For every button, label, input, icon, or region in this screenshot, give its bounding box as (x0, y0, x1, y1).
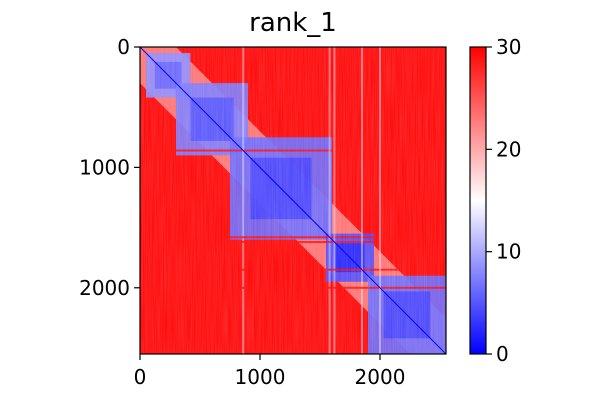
x-tick-label: 0 (134, 365, 147, 389)
plot-frame (139, 46, 447, 355)
heatmap-matrix (139, 46, 447, 355)
chart-title: rank_1 (249, 8, 337, 38)
y-tick-label: 0 (117, 35, 130, 59)
heatmap-diagonal (139, 46, 447, 355)
colorbar-tick-label: 30 (496, 35, 521, 59)
y-axis: 0 1000 2000 (79, 35, 140, 300)
x-tick-label: 1000 (235, 365, 286, 389)
colorbar (469, 46, 487, 355)
colorbar-axis: 0 10 20 30 (486, 35, 521, 366)
y-tick-label: 2000 (79, 276, 130, 300)
y-tick-label: 1000 (79, 155, 130, 179)
colorbar-tick-label: 0 (496, 342, 509, 366)
x-axis: 0 1000 2000 (134, 354, 406, 389)
x-tick-label: 2000 (355, 365, 406, 389)
colorbar-tick-label: 10 (496, 240, 521, 264)
colorbar-tick-label: 20 (496, 137, 521, 161)
